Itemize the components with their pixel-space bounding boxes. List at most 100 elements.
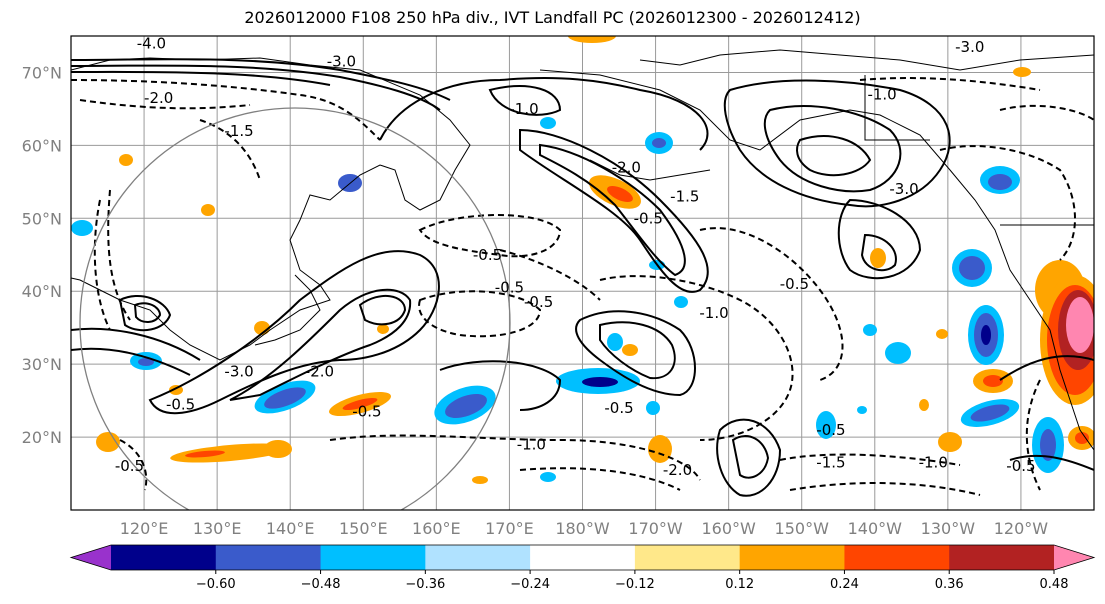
colorbar-segment <box>844 545 950 570</box>
lon-tick-label: 130°E <box>193 519 242 538</box>
contour-positive <box>358 294 407 326</box>
latitude-labels: 70°N 60°N 50°N 40°N 30°N 20°N <box>22 63 62 447</box>
map-gridlines <box>71 36 1094 510</box>
lat-tick-label: 60°N <box>22 136 62 155</box>
contour-positive <box>539 143 686 277</box>
contour-label: -3.0 <box>327 53 356 71</box>
div-patch <box>988 174 1012 190</box>
lat-tick-label: 30°N <box>22 355 62 374</box>
contour-positive <box>731 435 770 479</box>
contour-labels: -4.0 -3.0 -2.0 -1.5 -1.0 -2.0 -1.5 -0.5 -3.0 -1.0… <box>115 36 1036 479</box>
contour-negative <box>999 104 1094 121</box>
colorbar-segment <box>530 545 636 570</box>
contour-label: -0.5 <box>115 457 144 475</box>
contour-positive <box>133 302 162 323</box>
div-patch <box>816 411 836 439</box>
lat-tick-label: 40°N <box>22 282 62 301</box>
contour-label: -1.0 <box>867 85 896 103</box>
contour-negative <box>107 189 131 321</box>
contour-label: -0.5 <box>166 395 195 413</box>
contour-negative <box>329 434 701 481</box>
contour-negative <box>859 77 1041 91</box>
div-patch <box>377 324 389 334</box>
contour-positive <box>575 310 696 397</box>
contour-negative <box>939 145 1076 261</box>
contour-negative <box>519 467 681 491</box>
div-patch <box>938 432 962 452</box>
border-line <box>864 75 930 141</box>
contour-negative <box>1025 379 1041 491</box>
contour-positive <box>1009 454 1094 471</box>
contour-label: -0.5 <box>495 279 524 297</box>
lat-tick-label: 70°N <box>22 63 62 82</box>
contour-positive <box>439 360 562 411</box>
contour-negative <box>418 290 542 338</box>
contour-negative <box>119 439 148 491</box>
div-patch <box>919 399 929 411</box>
div-patch <box>936 329 948 339</box>
contour-negative <box>199 119 261 181</box>
lon-tick-label: 140°E <box>266 519 315 538</box>
contour-label: -0.5 <box>473 246 502 264</box>
lon-tick-label: 120°E <box>120 519 169 538</box>
contour-label: -3.0 <box>224 362 253 380</box>
coastline-japan <box>254 274 321 346</box>
contour-negative <box>599 275 794 441</box>
div-patch <box>264 387 306 409</box>
contour-negative <box>418 214 562 258</box>
div-patch <box>1040 429 1056 461</box>
lat-tick-label: 20°N <box>22 428 62 447</box>
contour-positive <box>763 105 902 193</box>
colorbar-tick-label: 0.48 <box>1040 577 1069 592</box>
lon-tick-label: 130°W <box>921 519 976 538</box>
contour-negative <box>499 249 601 301</box>
contour-positive <box>71 347 191 376</box>
colorbar-segment <box>739 545 845 570</box>
div-patch <box>863 324 877 336</box>
div-patch <box>981 325 991 345</box>
contour-label: -0.5 <box>1006 457 1035 475</box>
colorbar-segment <box>425 545 531 570</box>
div-patch <box>970 404 1010 422</box>
lon-tick-label: 170°E <box>485 519 534 538</box>
div-patch <box>264 440 292 458</box>
contour-positive <box>860 233 897 272</box>
map-frame <box>70 35 1095 511</box>
contour-label: -2.0 <box>612 158 641 176</box>
div-patch <box>885 342 911 364</box>
contour-label: -1.0 <box>919 454 948 472</box>
div-patch <box>674 296 688 308</box>
div-patch <box>646 401 660 415</box>
contour-positive <box>71 64 441 111</box>
contour-label: -3.0 <box>889 180 918 198</box>
contour-positive <box>488 85 562 116</box>
colorbar-tick-label: −0.48 <box>301 577 341 592</box>
contour-label: -2.0 <box>144 89 173 107</box>
div-patch <box>170 443 290 463</box>
div-patch <box>1066 297 1094 353</box>
coastline-arctic <box>639 49 1094 71</box>
lon-tick-label: 160°W <box>701 519 756 538</box>
lon-tick-label: 180°W <box>555 519 610 538</box>
contour-negative <box>79 99 251 110</box>
colorbar-outline <box>69 544 1096 571</box>
contour-label: -0.5 <box>816 421 845 439</box>
colorbar-segment <box>320 545 426 570</box>
contour-negative <box>699 227 844 381</box>
contour-positive <box>379 77 709 151</box>
colorbar <box>69 544 1096 571</box>
colorbar-segment <box>634 545 741 570</box>
div-patch <box>342 397 378 411</box>
lon-tick-label: 170°W <box>628 519 683 538</box>
contour-label: -3.0 <box>955 38 984 56</box>
div-patch <box>622 344 638 356</box>
div-patch <box>582 377 618 387</box>
contour-label: -2.0 <box>305 362 334 380</box>
contour-positive <box>716 418 782 497</box>
contour-positive <box>229 288 412 401</box>
contour-label: -0.5 <box>352 403 381 421</box>
div-patch <box>71 220 93 236</box>
contour-negative <box>789 482 981 496</box>
contour-positive <box>999 355 1094 381</box>
div-patch <box>959 256 985 280</box>
